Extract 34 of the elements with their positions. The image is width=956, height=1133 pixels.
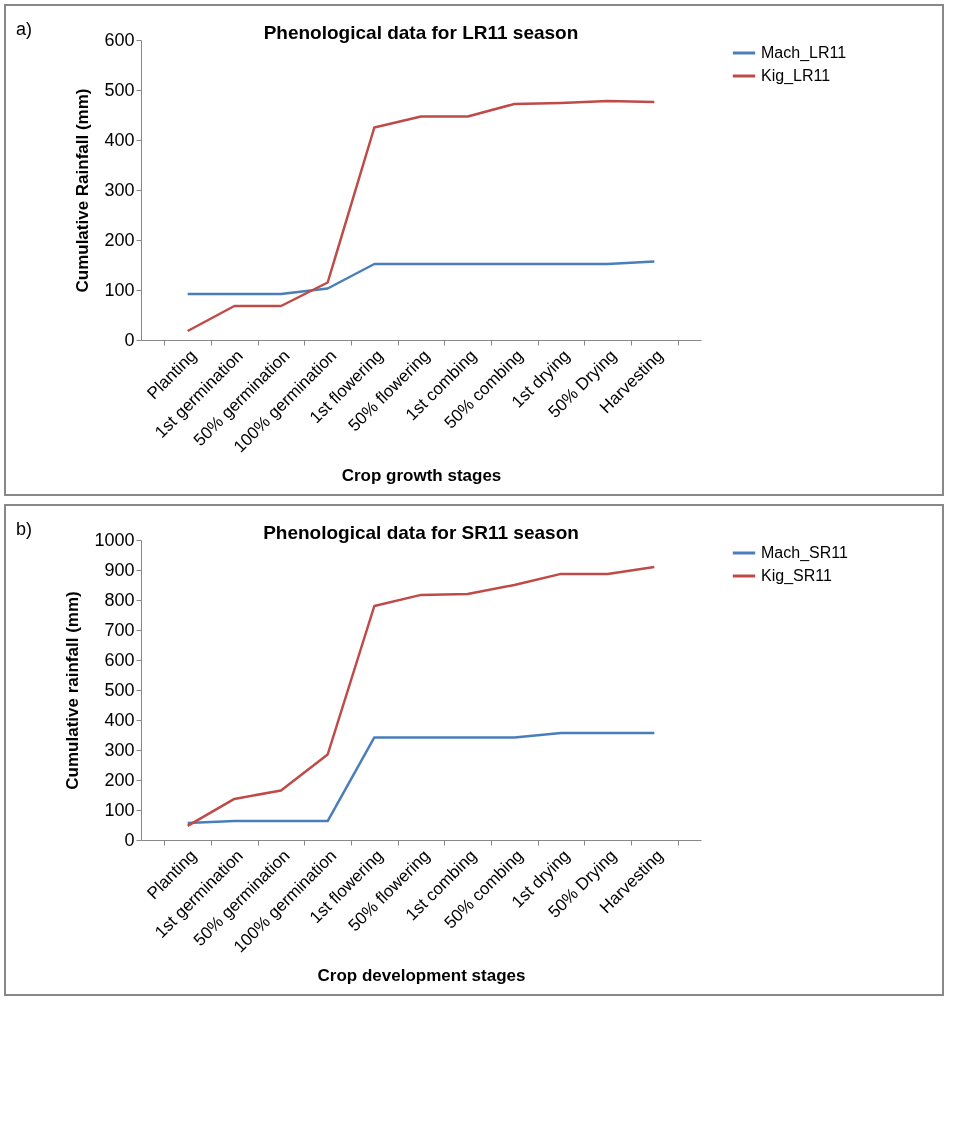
y-axis-title: Cumulative Rainfall (mm) xyxy=(73,88,93,293)
y-tick-label: 100 xyxy=(104,279,135,300)
y-tick-label: 400 xyxy=(104,129,135,150)
y-tick-label: 700 xyxy=(104,619,135,640)
text: b) xyxy=(16,519,33,539)
y-tick-label: 100 xyxy=(104,799,135,820)
legend-label: Kig_LR11 xyxy=(761,67,831,85)
y-tick-label: 200 xyxy=(104,229,135,250)
line-series xyxy=(186,260,656,296)
legend-label: Mach_SR11 xyxy=(761,544,848,562)
y-tick-label: 400 xyxy=(104,709,135,730)
text: a) xyxy=(16,19,33,39)
y-tick-label: 600 xyxy=(104,29,135,50)
y-tick-label: 500 xyxy=(104,679,135,700)
y-tick-label: 200 xyxy=(104,769,135,790)
line-series xyxy=(186,565,656,828)
y-tick-label: 1000 xyxy=(94,529,135,550)
y-tick-label: 600 xyxy=(104,649,135,670)
x-axis-title: Crop development stages xyxy=(317,965,526,985)
line-series xyxy=(186,99,656,333)
y-tick-label: 0 xyxy=(124,829,135,850)
y-tick-label: 300 xyxy=(104,179,135,200)
x-axis-title: Crop growth stages xyxy=(341,465,502,485)
legend-label: Mach_LR11 xyxy=(761,44,847,62)
y-tick-label: 800 xyxy=(104,589,135,610)
y-tick-label: 300 xyxy=(104,739,135,760)
chart-title: Phenological data for SR11 season xyxy=(263,522,579,543)
y-tick-label: 0 xyxy=(124,329,135,350)
y-tick-label: 500 xyxy=(104,79,135,100)
line-series xyxy=(186,731,656,825)
y-tick-label: 900 xyxy=(104,559,135,580)
y-axis-title: Cumulative rainfall (mm) xyxy=(63,591,83,790)
chart-title: Phenological data for LR11 season xyxy=(263,22,579,43)
legend-label: Kig_SR11 xyxy=(761,567,832,585)
